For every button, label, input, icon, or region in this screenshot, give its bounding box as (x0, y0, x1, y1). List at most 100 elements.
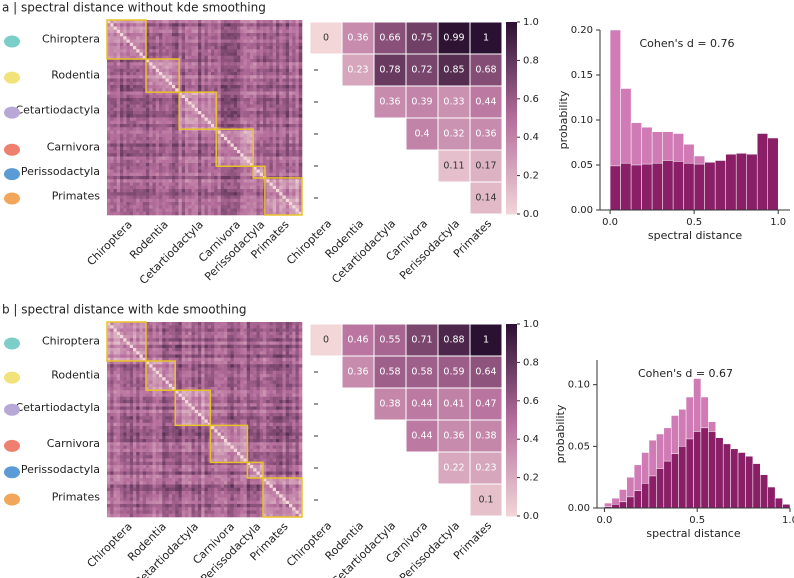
texture-cell (120, 208, 124, 213)
texture-cell (263, 137, 267, 141)
texture-cell (227, 195, 231, 200)
texture-cell (136, 81, 140, 86)
texture-cell (266, 72, 270, 76)
texture-cell (172, 208, 176, 213)
texture-cell (116, 143, 121, 148)
texture-cell (175, 348, 179, 352)
texture-cell (276, 85, 280, 89)
texture-cell (146, 33, 150, 37)
texture-cell (298, 49, 303, 53)
texture-cell (146, 146, 150, 151)
texture-cell (116, 88, 121, 92)
texture-cell (282, 91, 287, 96)
texture-cell (168, 357, 173, 362)
texture-cell (194, 361, 199, 365)
texture-cell (298, 85, 303, 89)
texture-cell (269, 52, 274, 57)
texture-cell (198, 361, 202, 365)
texture-cell (155, 137, 160, 141)
texture-cell (165, 26, 170, 31)
texture-cell (266, 36, 270, 40)
texture-cell (152, 205, 157, 209)
texture-cell (152, 88, 157, 92)
texture-cell (259, 78, 264, 83)
texture-cell (201, 133, 205, 138)
texture-cell (181, 202, 186, 206)
texture-cell (269, 130, 274, 135)
texture-cell (136, 331, 140, 336)
texture-cell (204, 117, 209, 122)
texture-cell (116, 341, 121, 346)
texture-cell (191, 117, 196, 122)
texture-cell (250, 189, 254, 193)
texture-cell (110, 111, 114, 115)
texture-cell (198, 124, 202, 128)
texture-cell (120, 370, 124, 375)
texture-cell (292, 367, 296, 372)
texture-cell (136, 78, 140, 83)
texture-cell (133, 49, 137, 53)
texture-cell (155, 46, 160, 50)
texture-cell (194, 137, 199, 141)
texture-cell (266, 205, 270, 209)
similarity-texture (107, 20, 303, 216)
texture-cell (214, 169, 218, 174)
texture-cell (279, 36, 283, 40)
texture-cell (279, 331, 283, 336)
texture-cell (269, 124, 274, 128)
texture-cell (113, 42, 118, 47)
texture-cell (217, 189, 222, 193)
texture-cell (136, 361, 140, 365)
texture-cell (126, 374, 131, 378)
texture-cell (123, 133, 127, 138)
texture-cell (159, 176, 163, 180)
texture-cell (256, 114, 261, 118)
texture-cell (298, 46, 303, 50)
texture-cell (168, 101, 173, 105)
texture-cell (217, 185, 222, 190)
texture-cell (217, 36, 222, 40)
texture-cell (142, 72, 147, 76)
texture-cell (191, 182, 196, 187)
texture-cell (269, 208, 274, 213)
texture-cell (246, 39, 251, 44)
texture-cell (285, 75, 290, 79)
texture-cell (116, 325, 121, 329)
texture-cell (263, 328, 267, 333)
texture-cell (237, 124, 241, 128)
texture-cell (107, 205, 111, 209)
texture-cell (227, 117, 231, 122)
texture-cell (295, 65, 300, 70)
texture-cell (110, 156, 114, 161)
texture-cell (116, 111, 121, 115)
texture-cell (207, 23, 212, 27)
texture-cell (181, 55, 186, 60)
texture-cell (230, 72, 235, 76)
texture-cell (159, 33, 163, 37)
texture-cell (201, 338, 205, 342)
texture-cell (178, 179, 183, 183)
texture-cell (269, 163, 274, 167)
texture-cell (211, 46, 215, 50)
texture-cell (253, 62, 257, 66)
texture-cell (253, 344, 257, 349)
texture-cell (116, 36, 121, 40)
texture-cell (194, 65, 199, 70)
texture-cell (159, 98, 163, 102)
texture-cell (165, 351, 170, 355)
texture-cell (289, 75, 293, 79)
texture-cell (256, 169, 261, 174)
texture-cell (240, 101, 244, 105)
texture-cell (136, 137, 140, 141)
texture-cell (188, 42, 192, 47)
texture-cell (149, 159, 153, 164)
texture-cell (233, 78, 238, 83)
texture-cell (211, 33, 215, 37)
texture-cell (185, 331, 189, 336)
texture-cell (165, 341, 170, 346)
texture-cell (198, 33, 202, 37)
texture-cell (136, 29, 140, 34)
texture-cell (126, 150, 131, 154)
colorbar-step (506, 160, 517, 164)
colorbar-step (506, 40, 517, 44)
